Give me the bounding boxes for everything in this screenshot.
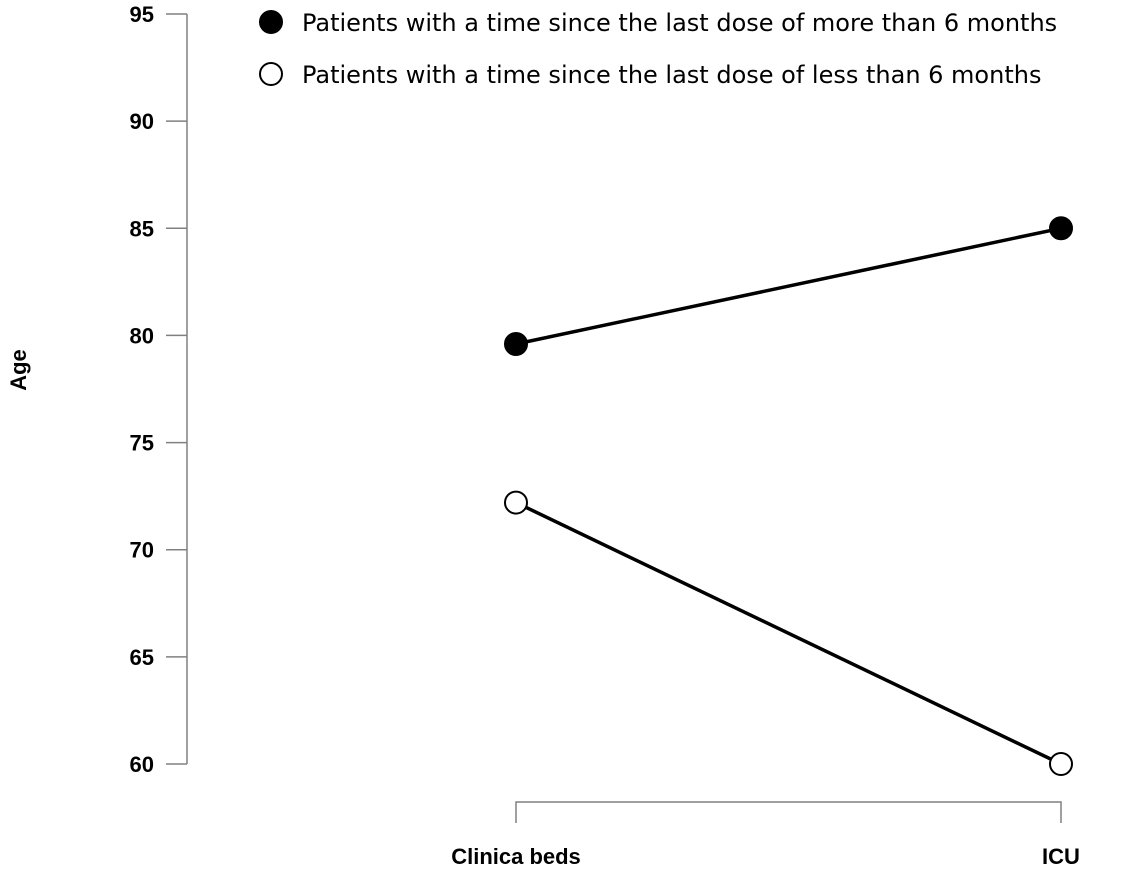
data-point: [1049, 216, 1073, 241]
legend-marker-filled: [259, 10, 283, 34]
y-axis-title: Age: [6, 349, 31, 391]
y-axis-ticks: 95 90 85 80 75 70 65 60: [130, 2, 187, 777]
legend: Patients with a time since the last dose…: [259, 9, 1057, 89]
y-tick-label: 75: [130, 431, 154, 456]
y-tick-label: 70: [130, 538, 154, 563]
y-tick-label: 95: [130, 2, 154, 27]
series-line: [515, 500, 1062, 766]
series-line: [515, 226, 1062, 346]
y-tick-label: 80: [130, 323, 154, 348]
x-axis-labels: Clinica beds ICU: [451, 844, 1080, 869]
y-tick-label: 65: [130, 645, 154, 670]
legend-label-more-than-6-months: Patients with a time since the last dose…: [302, 9, 1057, 37]
data-point: [504, 332, 528, 356]
data-point: [504, 490, 528, 515]
x-tick-label: Clinica beds: [451, 844, 581, 869]
x-tick-label: ICU: [1042, 844, 1080, 869]
legend-marker-open: [259, 62, 283, 86]
data-point: [1049, 752, 1073, 776]
series-layer: [504, 216, 1073, 776]
y-tick-label: 60: [130, 752, 154, 777]
x-axis-bracket: [515, 801, 1062, 823]
y-tick-label: 85: [130, 216, 154, 241]
legend-label-less-than-6-months: Patients with a time since the last dose…: [302, 61, 1041, 89]
y-tick-label: 90: [130, 109, 154, 134]
